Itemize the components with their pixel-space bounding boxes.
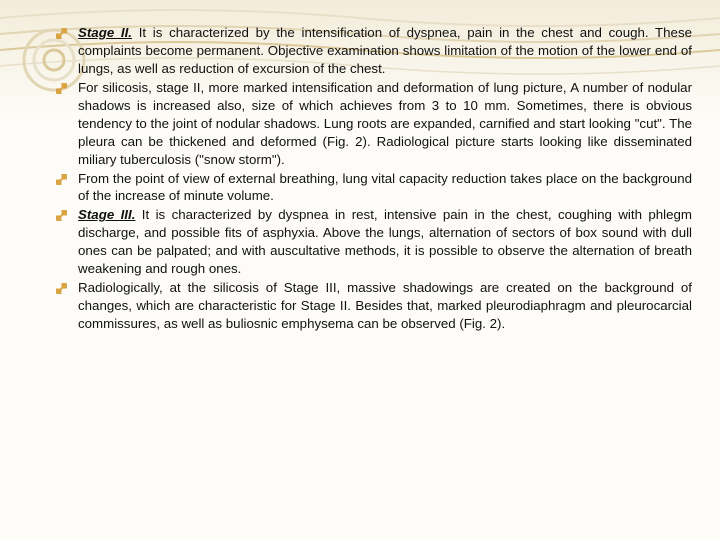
stage-label: Stage II. bbox=[78, 25, 132, 40]
bullet-text: Radiologically, at the silicosis of Stag… bbox=[78, 280, 692, 331]
bullet-text: From the point of view of external breat… bbox=[78, 171, 692, 204]
slide-content: Stage II. It is characterized by the int… bbox=[0, 0, 720, 358]
bullet-text: It is characterized by dyspnea in rest, … bbox=[78, 207, 692, 276]
list-item: Radiologically, at the silicosis of Stag… bbox=[78, 279, 692, 333]
list-item: From the point of view of external breat… bbox=[78, 170, 692, 206]
bullet-text: It is characterized by the intensificati… bbox=[78, 25, 692, 76]
list-item: Stage III. It is characterized by dyspne… bbox=[78, 206, 692, 278]
bullet-text: For silicosis, stage II, more marked int… bbox=[78, 80, 692, 167]
stage-label: Stage III. bbox=[78, 207, 135, 222]
bullet-list: Stage II. It is characterized by the int… bbox=[78, 24, 692, 333]
list-item: For silicosis, stage II, more marked int… bbox=[78, 79, 692, 169]
list-item: Stage II. It is characterized by the int… bbox=[78, 24, 692, 78]
